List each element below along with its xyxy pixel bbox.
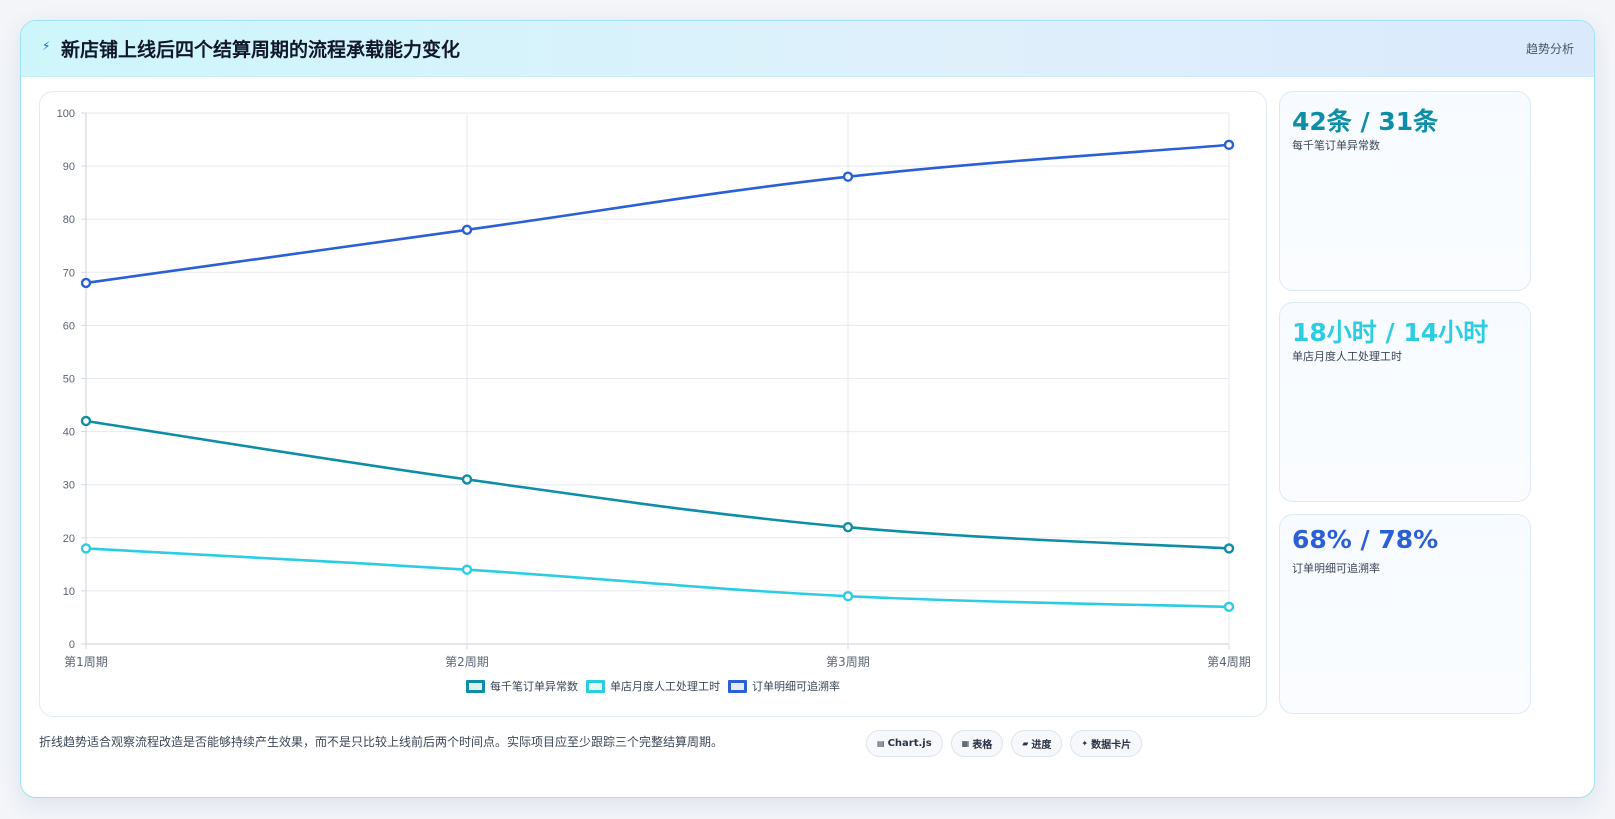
kpi-label: 单店月度人工处理工时 [1292, 350, 1402, 363]
legend-item[interactable]: 每千笔订单异常数 [466, 678, 578, 694]
y-tick-label: 80 [63, 214, 75, 226]
chip-label: 进度 [1031, 740, 1052, 751]
data-point [1223, 543, 1235, 554]
data-point [461, 224, 473, 236]
kpi-card-traceability: 68% / 78% 订单明细可追溯率 [1279, 514, 1531, 714]
data-point [1223, 139, 1235, 151]
card-title: 新店铺上线后四个结算周期的流程承载能力变化 [61, 39, 461, 61]
y-tick-label: 30 [63, 480, 75, 492]
data-point [842, 591, 854, 602]
chip-label: Chart.js [887, 738, 932, 749]
x-tick-label: 第1周期 [64, 655, 108, 669]
kpi-value: 42条 / 31条 [1292, 107, 1439, 136]
line-chart-panel: 0 10 20 30 40 50 60 70 80 90 100 第1周期 第2周期 第3周期 第4周期 每… [39, 91, 1267, 717]
legend-swatch [466, 679, 485, 693]
sparkle-icon: ✦ [1081, 739, 1089, 748]
y-tick-label: 50 [63, 374, 75, 386]
chart-legend: 每千笔订单异常数 单店月度人工处理工时 订单明细可追溯率 [40, 678, 1266, 696]
data-point [1223, 601, 1235, 613]
chip-label: 表格 [972, 740, 993, 751]
kpi-card-exceptions: 42条 / 31条 每千笔订单异常数 [1279, 91, 1531, 291]
kpi-label: 订单明细可追溯率 [1292, 562, 1380, 575]
legend-swatch [728, 679, 747, 693]
kpi-label: 每千笔订单异常数 [1292, 139, 1380, 152]
y-tick-label: 20 [63, 533, 75, 545]
dashboard-card: ⚡ 新店铺上线后四个结算周期的流程承载能力变化 趋势分析 0 10 20 30 40 50… [20, 20, 1595, 798]
card-header: ⚡ 新店铺上线后四个结算周期的流程承载能力变化 趋势分析 [21, 21, 1594, 77]
chip-label: 数据卡片 [1091, 740, 1132, 751]
series-line-3 [85, 143, 1230, 285]
table-icon: ▦ [961, 739, 970, 748]
y-tick-label: 90 [63, 161, 75, 173]
data-point [80, 277, 92, 289]
footnote: 折线趋势适合观察流程改造是否能够持续产生效果，而不是只比较上线前后两个时间点。实… [39, 735, 724, 749]
legend-swatch [586, 679, 605, 693]
x-tick-label: 第4周期 [1207, 655, 1251, 669]
x-tick-label: 第3周期 [826, 655, 870, 669]
data-point [461, 474, 473, 485]
y-tick-label: 70 [63, 267, 75, 279]
y-tick-label: 60 [63, 320, 75, 332]
data-point [461, 564, 473, 575]
series-line-2 [85, 547, 1230, 609]
legend-label: 单店月度人工处理工时 [610, 680, 720, 693]
legend-label: 每千笔订单异常数 [490, 680, 578, 693]
x-tick-label: 第2周期 [445, 655, 489, 669]
legend-item[interactable]: 单店月度人工处理工时 [586, 678, 720, 694]
chartjs-chip[interactable]: ▤ Chart.js [866, 730, 943, 757]
y-tick-label: 0 [69, 639, 75, 651]
kpi-value: 68% / 78% [1292, 525, 1439, 554]
y-tick-label: 100 [57, 108, 75, 120]
legend-label: 订单明细可追溯率 [752, 680, 840, 693]
chart-icon: ▤ [877, 739, 885, 748]
view-chips: ▤ Chart.js ▦ 表格 ▰ 进度 ✦ 数据卡片 [866, 730, 1143, 757]
line-chart: 0 10 20 30 40 50 60 70 80 90 100 第1周期 第2周期 第3周期 第4周期 [57, 108, 1251, 669]
data-card-chip[interactable]: ✦ 数据卡片 [1070, 730, 1143, 757]
y-tick-label: 10 [63, 586, 75, 598]
lightning-icon: ⚡ [42, 39, 51, 53]
trend-analysis-tag: 趋势分析 [1525, 42, 1574, 56]
kpi-card-labor-hours: 18小时 / 14小时 单店月度人工处理工时 [1279, 302, 1531, 502]
progress-icon: ▰ [1022, 739, 1029, 748]
data-point [842, 521, 854, 533]
table-chip[interactable]: ▦ 表格 [950, 730, 1004, 757]
kpi-value: 18小时 / 14小时 [1292, 318, 1489, 347]
data-point [842, 171, 854, 182]
data-point [80, 543, 92, 554]
series-line-1 [85, 419, 1230, 550]
progress-chip[interactable]: ▰ 进度 [1011, 730, 1063, 757]
legend-item[interactable]: 订单明细可追溯率 [728, 678, 840, 694]
y-tick-label: 40 [63, 427, 75, 439]
data-point [80, 415, 92, 427]
